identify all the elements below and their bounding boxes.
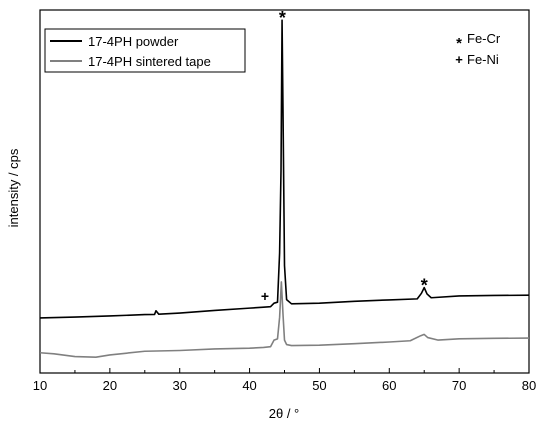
series-line-sintered-tape	[39, 281, 530, 358]
peak-marker-fe-cr: *	[279, 8, 286, 28]
x-axis-label: 2θ / °	[269, 406, 300, 421]
x-tick-label: 40	[242, 378, 256, 393]
x-tick-label: 50	[312, 378, 326, 393]
peak-marker-fe-cr: *	[421, 276, 428, 296]
x-tick-label: 10	[33, 378, 47, 393]
x-tick-label: 30	[172, 378, 186, 393]
phase-label: Fe-Cr	[467, 31, 501, 46]
legend-entry: 17-4PH powder	[88, 34, 179, 49]
legend-entry: 17-4PH sintered tape	[88, 54, 211, 69]
peak-marker-fe-ni: +	[261, 288, 269, 304]
series-line-powder	[39, 19, 530, 319]
x-tick-label: 20	[103, 378, 117, 393]
phase-symbol: +	[455, 52, 463, 67]
legend-box	[44, 28, 246, 73]
x-tick-label: 80	[522, 378, 536, 393]
phase-symbol: *	[456, 35, 462, 52]
phase-label: Fe-Ni	[467, 52, 499, 67]
x-tick-label: 60	[382, 378, 396, 393]
x-tick-label: 70	[452, 378, 466, 393]
y-axis-label: intensity / cps	[6, 148, 21, 227]
